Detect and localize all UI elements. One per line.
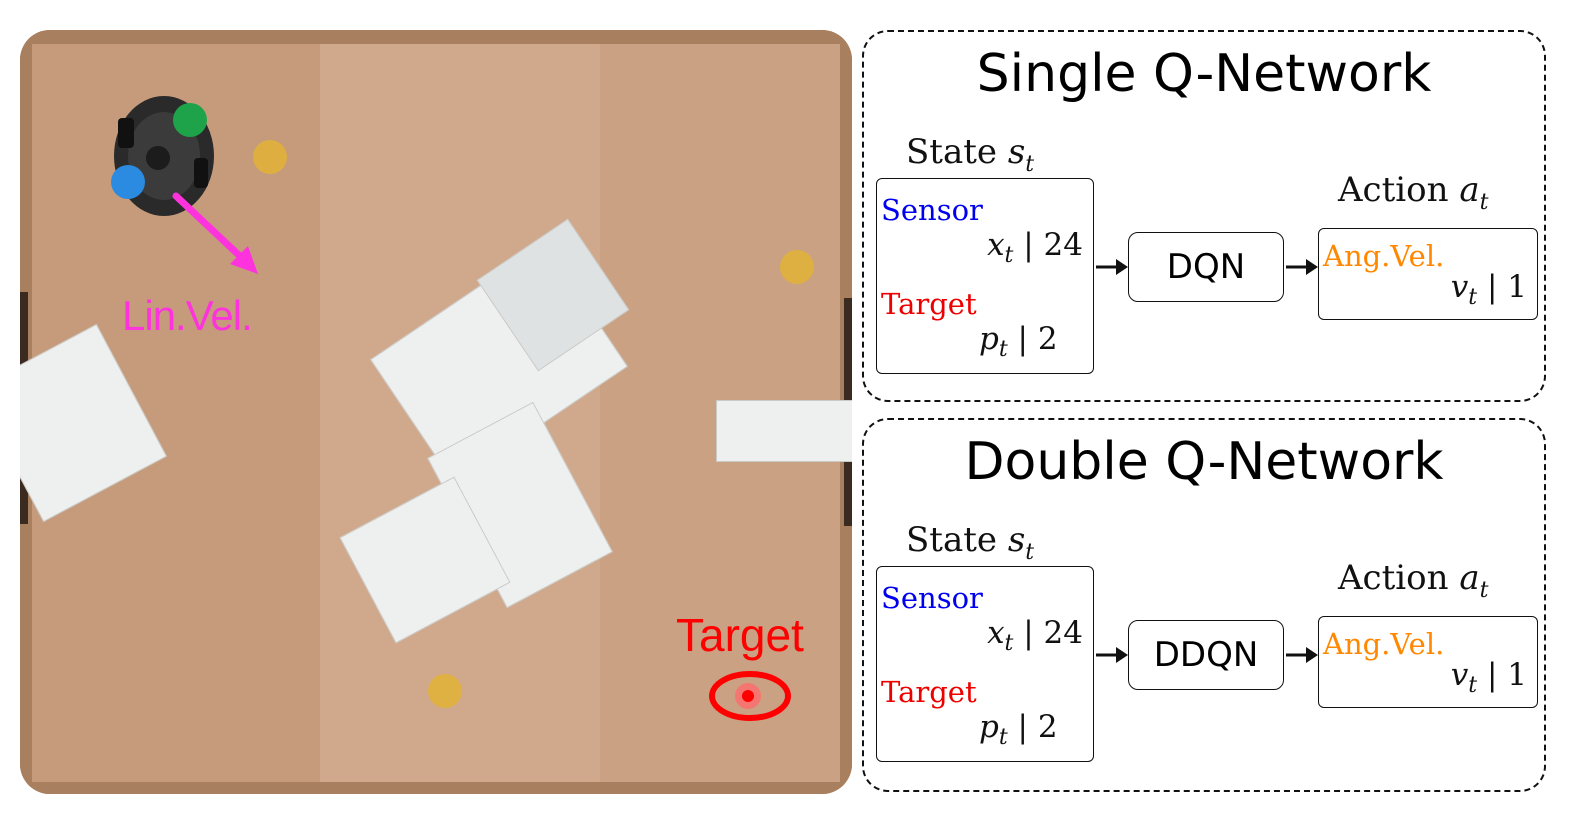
- action-subscript: t: [1479, 577, 1489, 603]
- angular-velocity-value: vt | 1: [1451, 657, 1527, 698]
- action-heading-text: Action: [1338, 170, 1460, 210]
- ddqn-box: DDQN: [1128, 620, 1284, 690]
- state-symbol: s: [1007, 520, 1026, 560]
- angular-velocity-label: Ang.Vel.: [1323, 239, 1445, 273]
- action-value-symbol: v: [1450, 657, 1469, 693]
- state-subscript: t: [1025, 539, 1035, 565]
- action-box: Ang.Vel. vt | 1: [1318, 228, 1538, 320]
- target-dimension: | 2: [1007, 709, 1058, 745]
- angular-velocity-label: Ang.Vel.: [1323, 627, 1445, 661]
- action-heading-text: Action: [1338, 558, 1460, 598]
- target-symbol: p: [979, 321, 999, 357]
- target-input-label: Target: [881, 287, 977, 321]
- action-heading: Action at: [1338, 558, 1488, 603]
- arena-wall-top: [20, 30, 852, 44]
- arrow-right-icon: [1096, 647, 1128, 663]
- angular-velocity-value: vt | 1: [1451, 269, 1527, 310]
- state-heading: State st: [906, 520, 1034, 565]
- panel-title: Double Q-Network: [964, 432, 1444, 492]
- sensor-label: Sensor: [881, 193, 983, 227]
- action-symbol: a: [1459, 558, 1480, 598]
- sensor-symbol: x: [987, 615, 1005, 651]
- target-input-label: Target: [881, 675, 977, 709]
- dqn-box: DQN: [1128, 232, 1284, 302]
- state-heading-text: State: [906, 132, 1008, 172]
- obstacle-box: [716, 400, 852, 462]
- action-symbol: a: [1459, 170, 1480, 210]
- state-subscript: t: [1025, 151, 1035, 177]
- sensor-dimension: | 24: [1013, 615, 1083, 651]
- action-value-subscript: t: [1468, 285, 1478, 311]
- sensor-symbol: x: [987, 227, 1005, 263]
- yellow-marker: [428, 674, 462, 708]
- state-heading-text: State: [906, 520, 1008, 560]
- arrow-right-icon: [1286, 647, 1318, 663]
- state-box: Sensor xt | 24 Target pt | 2: [876, 178, 1094, 374]
- target-dimension: | 2: [1007, 321, 1058, 357]
- state-heading: State st: [906, 132, 1034, 177]
- action-value-symbol: v: [1450, 269, 1469, 305]
- action-dimension: | 1: [1477, 657, 1527, 693]
- linear-velocity-arrow: [172, 192, 258, 274]
- single-q-network-panel: Single Q-Network State st Sensor xt | 24…: [862, 30, 1546, 402]
- target-symbol: p: [979, 709, 999, 745]
- action-subscript: t: [1479, 189, 1489, 215]
- robot-icon: [111, 96, 214, 216]
- target-label: Target: [676, 609, 804, 661]
- target-subscript: t: [998, 725, 1008, 751]
- sensor-subscript: t: [1004, 631, 1014, 657]
- target-marker-icon: [709, 671, 791, 721]
- panel-title: Single Q-Network: [976, 44, 1432, 104]
- state-box: Sensor xt | 24 Target pt | 2: [876, 566, 1094, 762]
- sensor-dimension: | 24: [1013, 227, 1083, 263]
- arena-photo: Lin.Vel. Target: [20, 30, 852, 794]
- target-value: pt | 2: [979, 709, 1058, 750]
- action-value-subscript: t: [1468, 673, 1478, 699]
- action-dimension: | 1: [1477, 269, 1527, 305]
- yellow-marker: [253, 140, 287, 174]
- target-subscript: t: [998, 337, 1008, 363]
- action-heading: Action at: [1338, 170, 1488, 215]
- sensor-label: Sensor: [881, 581, 983, 615]
- action-box: Ang.Vel. vt | 1: [1318, 616, 1538, 708]
- sensor-subscript: t: [1004, 243, 1014, 269]
- linear-velocity-label: Lin.Vel.: [122, 292, 253, 339]
- state-symbol: s: [1007, 132, 1026, 172]
- arena-wall-bottom: [20, 782, 852, 794]
- sensor-value: xt | 24: [987, 227, 1083, 268]
- double-q-network-panel: Double Q-Network State st Sensor xt | 24…: [862, 418, 1546, 792]
- sensor-value: xt | 24: [987, 615, 1083, 656]
- yellow-marker: [780, 250, 814, 284]
- target-value: pt | 2: [979, 321, 1058, 362]
- arrow-right-icon: [1286, 259, 1318, 275]
- arrow-right-icon: [1096, 259, 1128, 275]
